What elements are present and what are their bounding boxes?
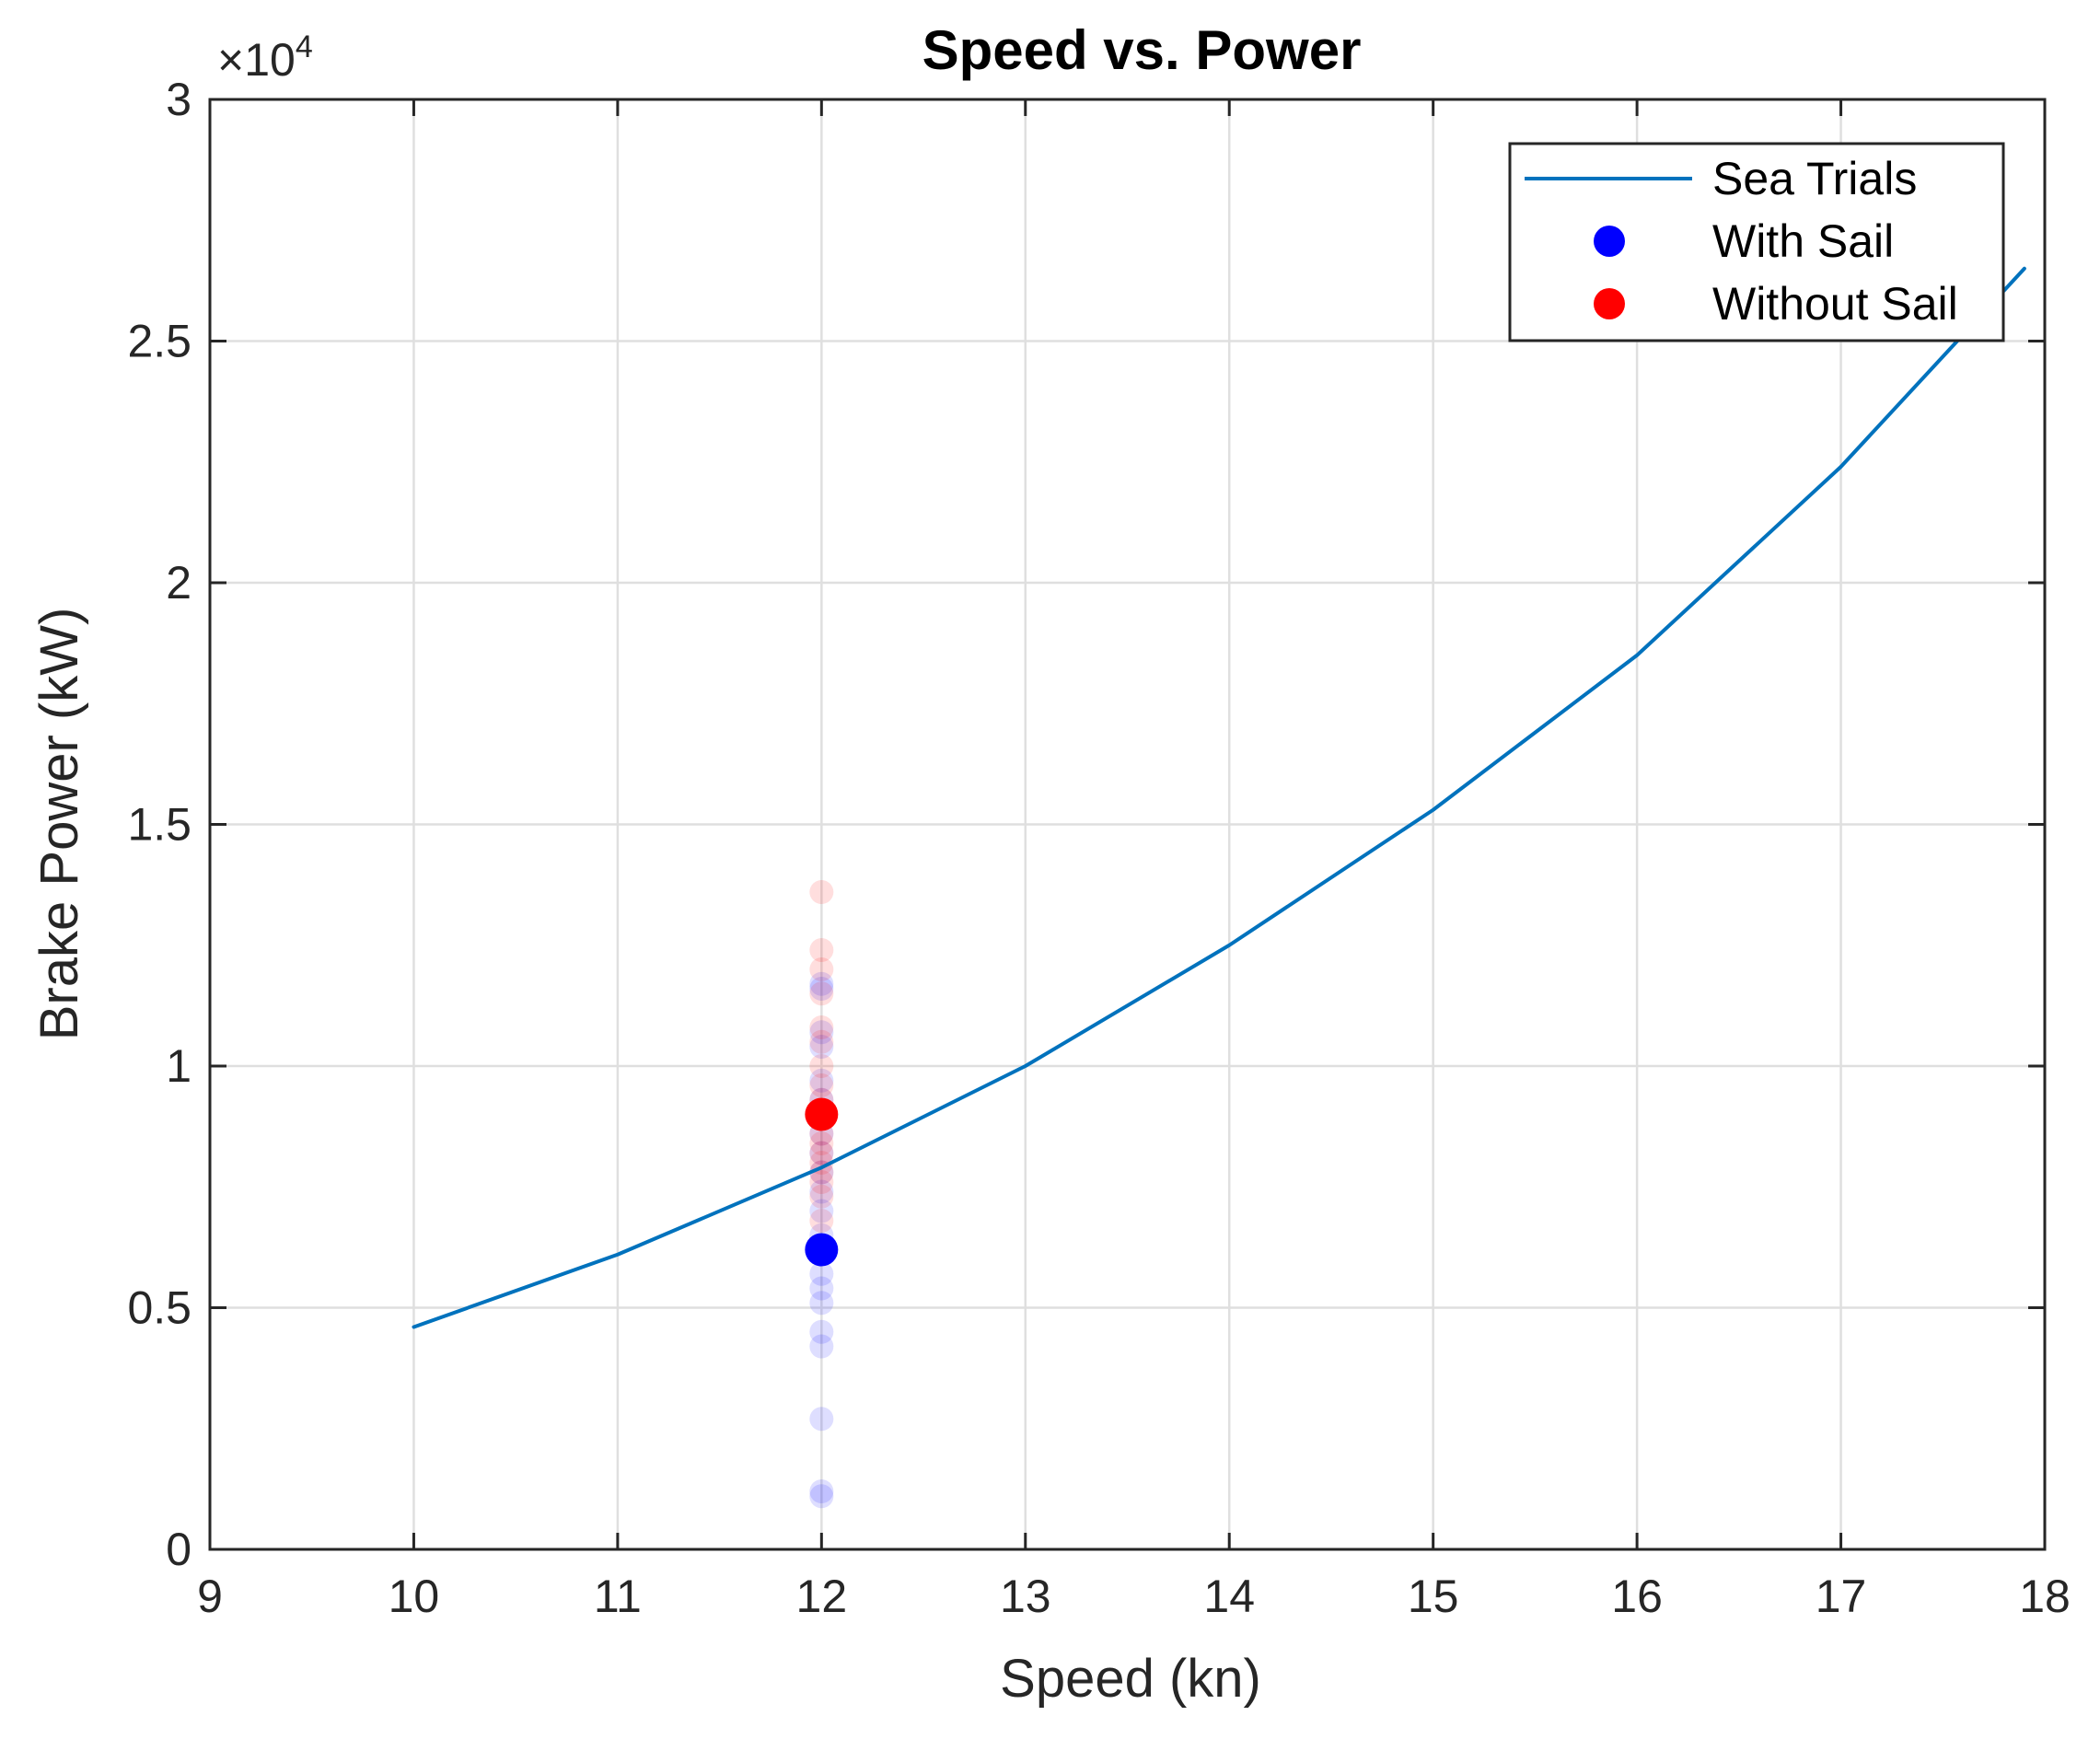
series-lines [412, 266, 2026, 1329]
scatter-point-without-sail [809, 1015, 834, 1039]
legend-box [1508, 142, 2005, 342]
scatter-clouds [809, 880, 834, 1509]
y-tick-labels: 0 0.5 1 1.5 2 2.5 3 [127, 74, 191, 1575]
scatter-point-without-sail [809, 1073, 834, 1097]
scatter-point-with-sail [809, 1261, 834, 1286]
scatter-point-with-sail [809, 1291, 834, 1316]
scatter-point-with-sail [809, 1319, 834, 1344]
scatter-point-with-sail [809, 971, 834, 996]
y-axis-exponent-power: 4 [296, 29, 313, 64]
scatter-point-without-sail [809, 938, 834, 962]
x-tick-label: 13 [1000, 1571, 1051, 1622]
x-tick-label: 16 [1611, 1571, 1663, 1622]
chart-title: Speed vs. Power [922, 19, 1362, 81]
scatter-point-without-sail [809, 1170, 834, 1194]
scatter-point-with-sail [809, 1484, 834, 1509]
y-axis-exponent: ×104 [217, 29, 313, 86]
legend-label-without-sail: Without Sail [1712, 278, 1958, 330]
x-tick-label: 10 [389, 1571, 440, 1622]
scatter-point-without-sail [809, 957, 834, 981]
scatter-point-with-sail [809, 1479, 834, 1503]
series-markers [805, 1097, 839, 1267]
scatter-point-with-sail [809, 1035, 834, 1059]
y-tick-label: 0 [166, 1524, 191, 1575]
y-tick-label: 2 [166, 557, 191, 609]
series-marker-with-sail [805, 1233, 839, 1267]
scatter-point-without-sail [809, 1131, 834, 1155]
x-tick-label: 18 [2019, 1571, 2071, 1622]
scatter-point-with-sail [809, 1141, 834, 1165]
legend-label-sea-trials: Sea Trials [1712, 153, 1917, 204]
scatter-point-without-sail [809, 1141, 834, 1165]
legend-marker-with-sail [1594, 226, 1625, 257]
x-tick-label: 11 [594, 1571, 642, 1622]
scatter-point-without-sail [809, 1184, 834, 1209]
scatter-point-with-sail [809, 1020, 834, 1045]
scatter-point-without-sail [809, 1029, 834, 1054]
y-axis-label: Brake Power (kW) [29, 608, 89, 1041]
scatter-point-with-sail [809, 1334, 834, 1359]
series-line-sea-trials [412, 266, 2026, 1329]
scatter-point-with-sail [809, 1179, 834, 1204]
x-axis-label: Speed (kn) [1000, 1649, 1261, 1709]
scatter-point-with-sail [809, 1407, 834, 1432]
scatter-point-without-sail [809, 1054, 834, 1078]
x-tick-label: 14 [1203, 1571, 1255, 1622]
series-marker-without-sail [805, 1097, 839, 1131]
scatter-point-without-sail [809, 1209, 834, 1233]
legend: Sea Trials With Sail Without Sail [1508, 142, 2005, 342]
x-tick-label: 9 [197, 1571, 223, 1622]
y-tick-label: 2.5 [127, 316, 191, 367]
x-tick-labels: 9 10 11 12 13 14 15 16 17 18 [197, 1571, 2071, 1622]
x-tick-label: 17 [1816, 1571, 1867, 1622]
scatter-point-with-sail [809, 977, 834, 1001]
y-tick-label: 1.5 [127, 799, 191, 851]
scatter-point-with-sail [809, 1199, 834, 1223]
y-axis-exponent-base: ×10 [217, 34, 296, 86]
plot-area-frame [208, 98, 2047, 1551]
y-tick-label: 3 [166, 74, 191, 125]
scatter-point-without-sail [809, 981, 834, 1006]
x-tick-label: 15 [1408, 1571, 1459, 1622]
y-tick-label: 1 [166, 1040, 191, 1092]
scatter-point-with-sail [809, 1068, 834, 1093]
grid-lines [210, 99, 2045, 1549]
y-tick-label: 0.5 [127, 1282, 191, 1334]
scatter-point-without-sail [809, 880, 834, 904]
legend-label-with-sail: With Sail [1712, 215, 1894, 267]
x-tick-label: 12 [796, 1571, 848, 1622]
legend-marker-without-sail [1594, 288, 1625, 319]
scatter-point-with-sail [809, 1276, 834, 1301]
